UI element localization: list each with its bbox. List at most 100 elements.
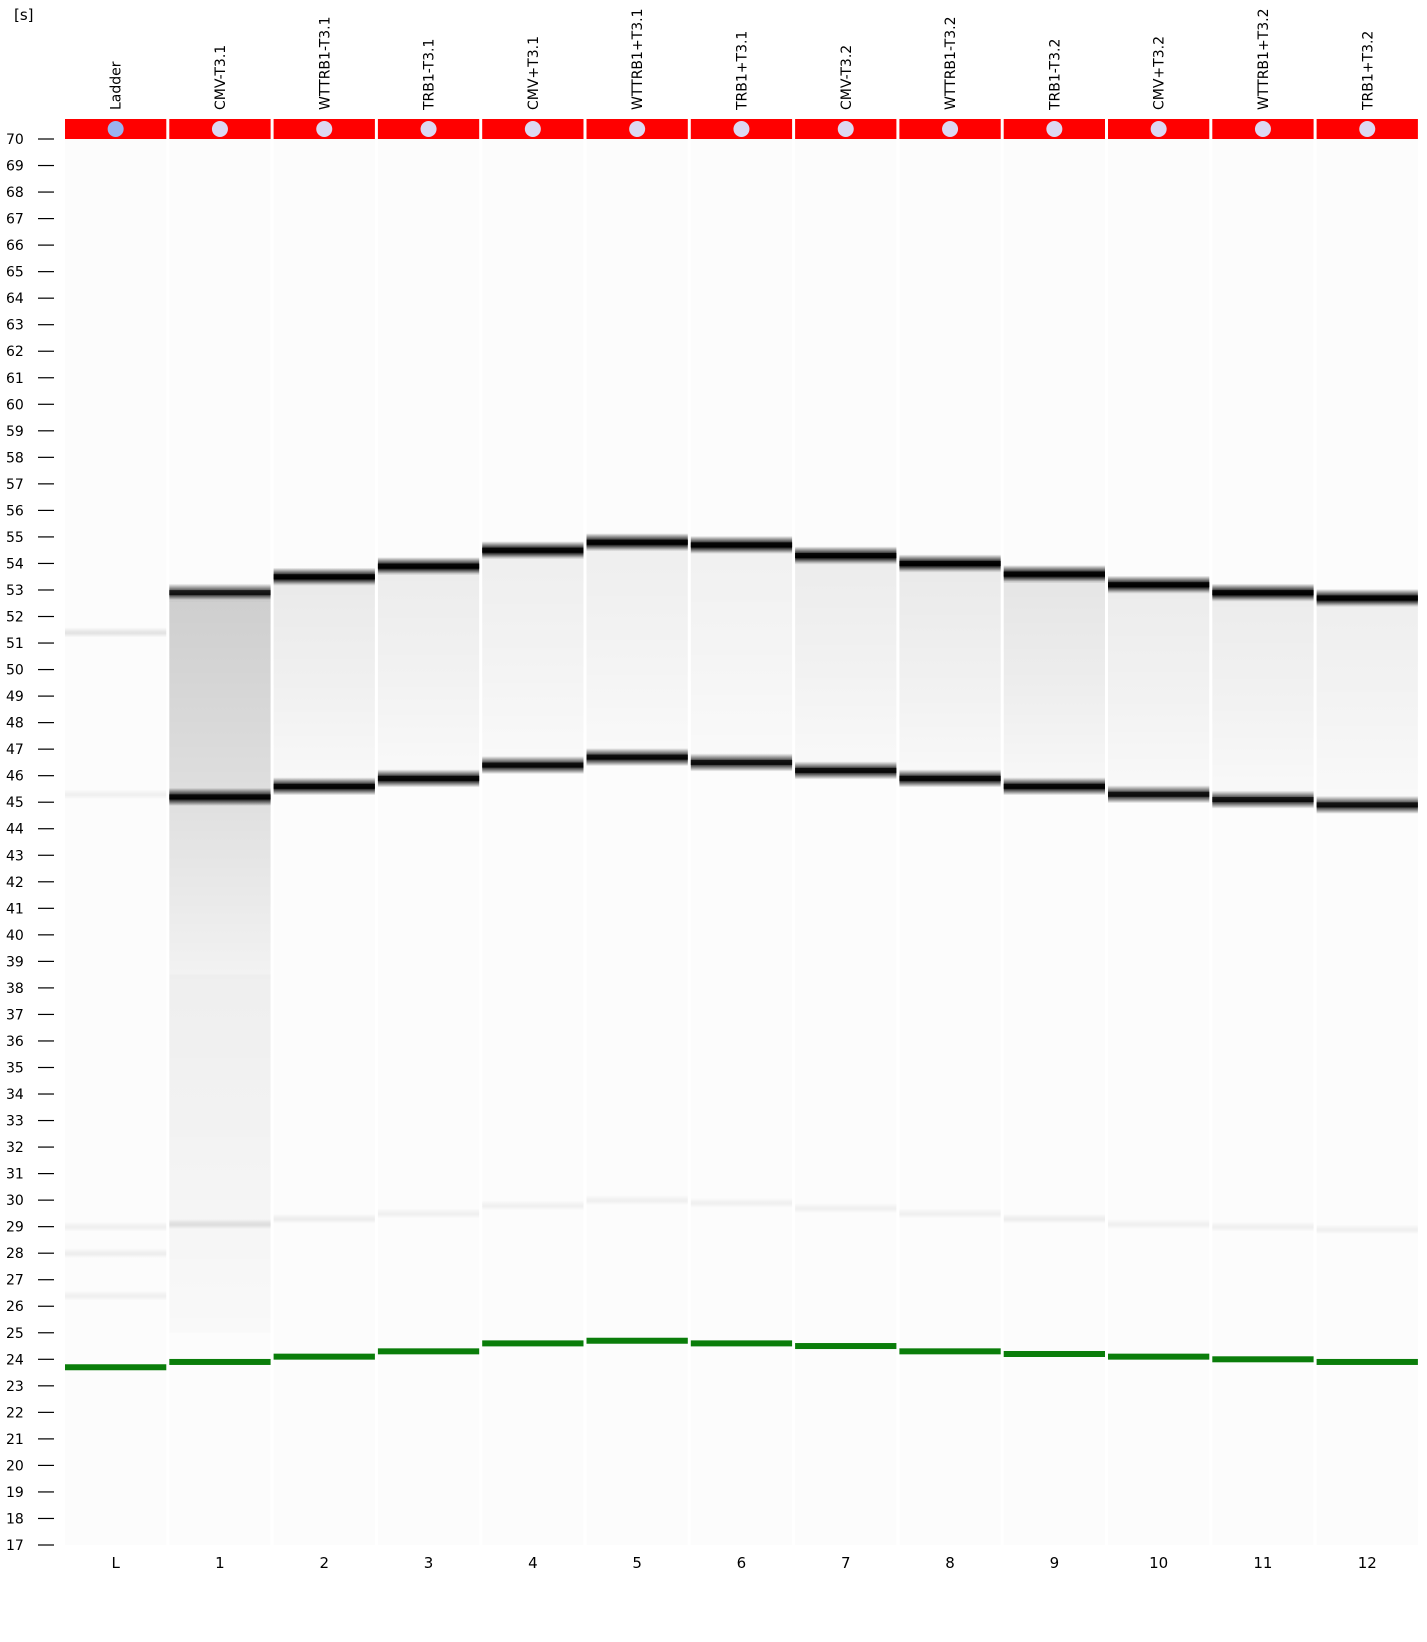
lane-id: 11 bbox=[1253, 1554, 1272, 1572]
lane-tint bbox=[1212, 139, 1313, 1545]
band bbox=[169, 1219, 271, 1230]
lane-background bbox=[1108, 139, 1210, 1545]
lane-tint bbox=[1317, 139, 1418, 1545]
lane-10 bbox=[1108, 139, 1210, 1545]
band bbox=[65, 1248, 167, 1259]
lane-id: 12 bbox=[1358, 1554, 1377, 1572]
lane-select-dot[interactable] bbox=[1150, 121, 1167, 137]
band-core bbox=[899, 560, 1001, 566]
lane-select-dot[interactable] bbox=[211, 121, 228, 137]
lane-select-dot[interactable] bbox=[107, 121, 124, 137]
lane-select-dot[interactable] bbox=[837, 121, 854, 137]
smear bbox=[1108, 592, 1210, 787]
marker-band bbox=[482, 1340, 584, 1347]
y-tick-label: 20 bbox=[6, 1458, 24, 1474]
lane-background bbox=[899, 139, 1001, 1545]
lane-select-dot[interactable] bbox=[524, 121, 541, 137]
lane-name: TRB1-T3.1 bbox=[422, 39, 438, 111]
lane-11 bbox=[1212, 139, 1314, 1545]
y-tick-label: 64 bbox=[6, 291, 24, 307]
lane-ids: L 1 2 3 4 5 6 7 8 9 10 11 12 bbox=[111, 1554, 1376, 1572]
lane-background bbox=[1316, 139, 1418, 1545]
band bbox=[1003, 1213, 1105, 1224]
lane-tint bbox=[691, 139, 792, 1545]
band-core bbox=[1212, 590, 1314, 596]
marker-band bbox=[690, 1340, 793, 1347]
lane-8 bbox=[899, 139, 1001, 1545]
y-tick-label: 53 bbox=[6, 583, 24, 599]
lane-background bbox=[273, 139, 375, 1545]
lane-select-dot[interactable] bbox=[1046, 121, 1063, 137]
lane-select-dot[interactable] bbox=[1359, 121, 1376, 137]
y-tick-label: 48 bbox=[6, 716, 24, 732]
lane-select-dot[interactable] bbox=[420, 121, 437, 137]
lane-background bbox=[795, 139, 897, 1545]
smear bbox=[169, 974, 271, 1333]
band-core bbox=[899, 775, 1001, 781]
smear bbox=[1003, 582, 1105, 779]
marker-band bbox=[586, 1337, 688, 1344]
lane-4 bbox=[482, 139, 584, 1545]
lane-name: TRB1-T3.2 bbox=[1047, 39, 1063, 111]
y-tick-label: 61 bbox=[6, 371, 24, 387]
y-tick-label: 62 bbox=[6, 344, 24, 360]
y-tick-label: 68 bbox=[6, 185, 24, 201]
y-tick-label: 55 bbox=[6, 530, 24, 546]
lane-select-dot[interactable] bbox=[1254, 121, 1271, 137]
y-tick-label: 18 bbox=[6, 1511, 24, 1527]
band-core bbox=[169, 590, 271, 596]
lane-name: WTTRB1-T3.1 bbox=[317, 16, 333, 110]
smear bbox=[1316, 605, 1418, 797]
lane-name: CMV-T3.1 bbox=[213, 45, 229, 110]
lane-select-dot[interactable] bbox=[942, 121, 959, 137]
lane-6 bbox=[690, 139, 793, 1545]
y-tick-label: 67 bbox=[6, 212, 24, 228]
y-tick-label: 27 bbox=[6, 1273, 24, 1289]
lane-background bbox=[65, 139, 167, 1545]
marker-band bbox=[1003, 1350, 1105, 1357]
band-core bbox=[690, 542, 793, 548]
band bbox=[586, 1195, 688, 1206]
band-core bbox=[273, 783, 375, 789]
lane-tint bbox=[378, 139, 479, 1545]
band-core bbox=[482, 762, 584, 768]
marker-band bbox=[65, 1364, 167, 1371]
marker-band bbox=[1316, 1358, 1418, 1365]
smear bbox=[273, 584, 375, 779]
band-core bbox=[377, 563, 480, 569]
y-tick-label: 52 bbox=[6, 610, 24, 626]
lane-7 bbox=[795, 139, 897, 1545]
lane-select-dot[interactable] bbox=[733, 121, 750, 137]
marker-band bbox=[899, 1348, 1001, 1355]
band bbox=[1316, 1224, 1418, 1235]
y-tick-label: 54 bbox=[6, 556, 24, 572]
band-core bbox=[690, 759, 793, 765]
lane-name: Ladder bbox=[109, 61, 125, 110]
band-core bbox=[586, 754, 688, 760]
lane-id: 4 bbox=[528, 1554, 538, 1572]
lane-tint bbox=[795, 139, 896, 1545]
lane-select-dot[interactable] bbox=[316, 121, 333, 137]
y-tick-label: 36 bbox=[6, 1034, 24, 1050]
y-tick-label: 29 bbox=[6, 1220, 24, 1236]
lane-name: WTTRB1-T3.2 bbox=[943, 16, 959, 110]
y-tick-label: 47 bbox=[6, 742, 24, 758]
smear bbox=[899, 571, 1001, 771]
marker-band bbox=[377, 1348, 480, 1355]
lane-tint bbox=[1004, 139, 1105, 1545]
y-tick-label: 28 bbox=[6, 1246, 24, 1262]
band-core bbox=[1108, 791, 1210, 797]
lane-background bbox=[1003, 139, 1105, 1545]
lane-background bbox=[1212, 139, 1314, 1545]
band-core bbox=[1316, 802, 1418, 808]
band-core bbox=[1108, 582, 1210, 588]
lane-select-dot[interactable] bbox=[629, 121, 646, 137]
band bbox=[377, 1208, 480, 1219]
lane-id: 1 bbox=[215, 1554, 225, 1572]
lane-tint bbox=[1108, 139, 1209, 1545]
y-tick-label: 40 bbox=[6, 928, 24, 944]
band-core bbox=[1316, 595, 1418, 601]
lane-background bbox=[377, 139, 480, 1545]
band bbox=[482, 1200, 584, 1211]
band-core bbox=[482, 547, 584, 553]
